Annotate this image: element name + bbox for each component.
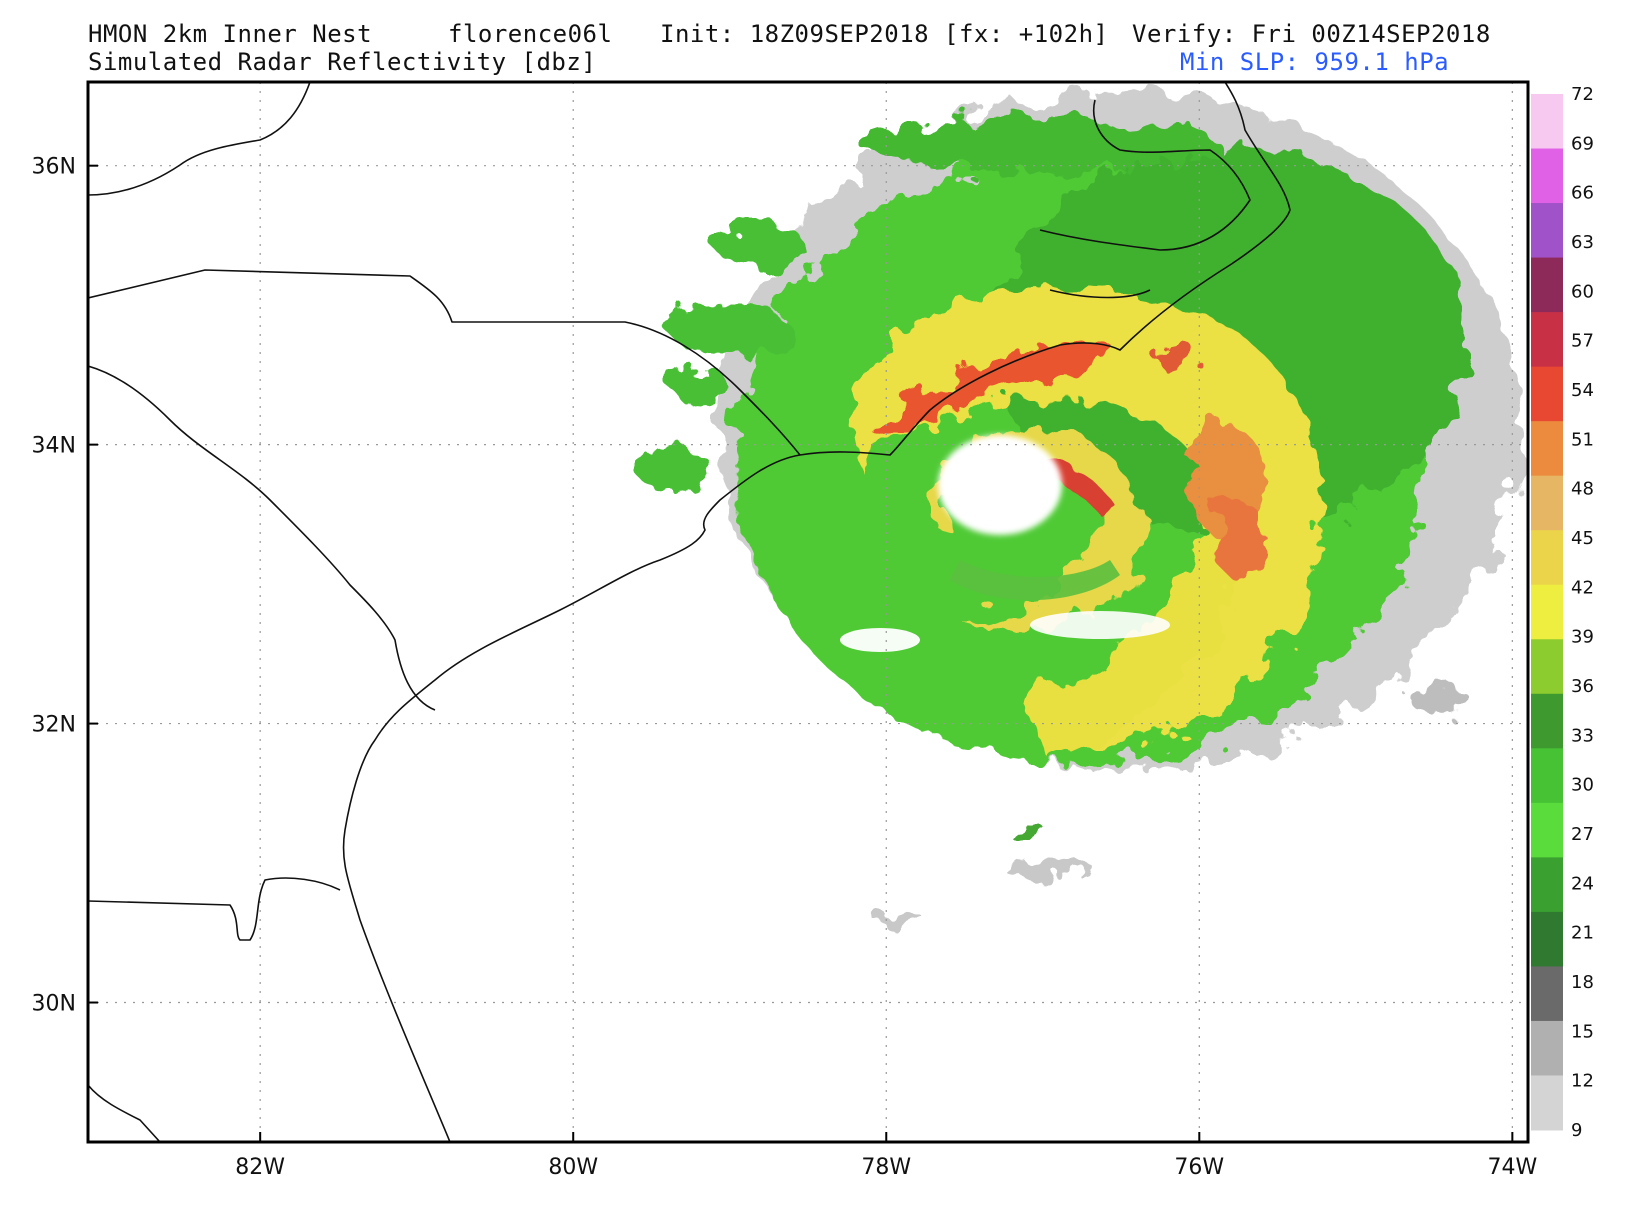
lat-tick-label: 36N — [32, 155, 76, 180]
colorbar-swatch — [1531, 748, 1563, 804]
storm-id: florence06l — [448, 20, 613, 48]
radar-reflectivity-field — [637, 90, 1520, 927]
init-time: Init: 18Z09SEP2018 [fx: +102h] — [660, 20, 1109, 48]
colorbar-swatch — [1531, 857, 1563, 913]
colorbar-swatch — [1531, 911, 1563, 967]
colorbar-swatch — [1531, 584, 1563, 640]
lon-tick-label: 82W — [235, 1155, 285, 1180]
map-border — [86, 80, 1530, 1144]
lon-tick-label: 76W — [1174, 1155, 1224, 1180]
colorbar-swatch — [1531, 94, 1563, 150]
colorbar: 72 69 66 63 60 57 54 51 48 45 42 39 36 33 30 27 24 21 18 15… — [1531, 84, 1594, 1141]
axis-ticks: 82W 80W 78W 76W 74W 36N 34N 32N 30N — [32, 155, 1538, 1180]
coastline-and-borders — [88, 82, 1291, 1142]
model-title: HMON 2km Inner Nest — [88, 20, 373, 48]
lon-tick-label: 74W — [1487, 1155, 1537, 1180]
colorbar-label: 42 — [1571, 577, 1594, 598]
colorbar-label: 69 — [1571, 133, 1594, 154]
colorbar-swatch — [1531, 312, 1563, 368]
colorbar-swatch — [1531, 639, 1563, 695]
lon-tick-label: 80W — [548, 1155, 598, 1180]
lat-tick-label: 30N — [32, 992, 76, 1017]
verify-time: Verify: Fri 00Z14SEP2018 — [1132, 20, 1491, 48]
lat-lon-grid — [88, 82, 1528, 1142]
colorbar-swatch — [1531, 257, 1563, 313]
colorbar-label: 45 — [1571, 528, 1594, 549]
colorbar-label: 39 — [1571, 627, 1594, 648]
colorbar-swatch — [1531, 693, 1563, 749]
colorbar-label: 21 — [1571, 923, 1594, 944]
colorbar-label: 12 — [1571, 1071, 1594, 1092]
colorbar-swatch — [1531, 802, 1563, 858]
colorbar-label: 30 — [1571, 775, 1594, 796]
colorbar-label: 36 — [1571, 676, 1594, 697]
colorbar-label: 72 — [1571, 84, 1594, 105]
colorbar-label: 54 — [1571, 380, 1594, 401]
colorbar-label: 57 — [1571, 331, 1594, 352]
colorbar-swatch — [1531, 530, 1563, 586]
lon-tick-label: 78W — [861, 1155, 911, 1180]
lat-tick-label: 32N — [32, 713, 76, 738]
colorbar-label: 9 — [1571, 1120, 1582, 1141]
colorbar-swatch — [1531, 366, 1563, 422]
field-name: Simulated Radar Reflectivity [dbz] — [88, 48, 597, 76]
colorbar-label: 60 — [1571, 281, 1594, 302]
colorbar-swatch — [1531, 966, 1563, 1022]
colorbar-label: 63 — [1571, 232, 1594, 253]
colorbar-swatch — [1531, 421, 1563, 477]
colorbar-label: 66 — [1571, 183, 1594, 204]
colorbar-label: 15 — [1571, 1021, 1594, 1042]
colorbar-swatch — [1531, 475, 1563, 531]
colorbar-label: 24 — [1571, 873, 1594, 894]
colorbar-label: 27 — [1571, 824, 1594, 845]
colorbar-swatch — [1531, 1075, 1563, 1131]
colorbar-label: 51 — [1571, 429, 1594, 450]
colorbar-swatch — [1531, 148, 1563, 204]
colorbar-swatch — [1531, 203, 1563, 259]
colorbar-label: 48 — [1571, 479, 1594, 500]
colorbar-label: 33 — [1571, 725, 1594, 746]
colorbar-swatch — [1531, 1020, 1563, 1076]
colorbar-label: 18 — [1571, 972, 1594, 993]
lat-tick-label: 34N — [32, 434, 76, 459]
min-slp-label: Min SLP: 959.1 hPa — [1180, 48, 1450, 76]
